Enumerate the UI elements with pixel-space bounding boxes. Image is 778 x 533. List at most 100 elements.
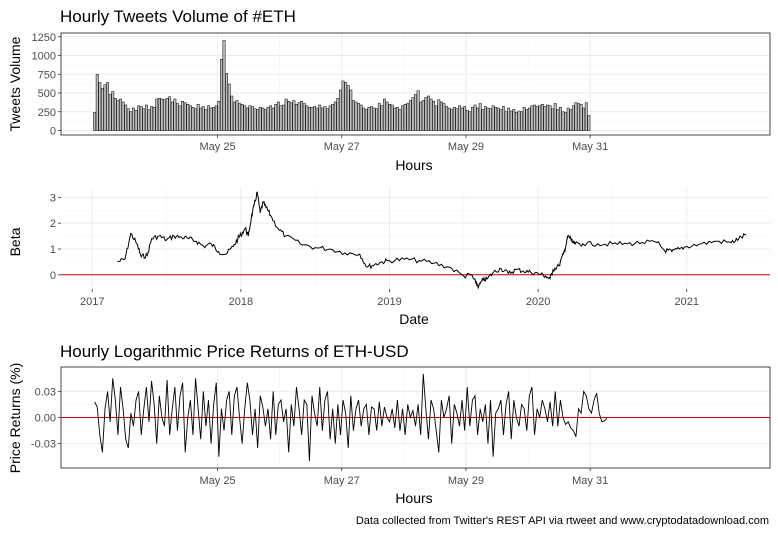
tweet-volume-bar (465, 110, 469, 131)
tweet-volume-bar (520, 111, 524, 131)
tweet-volume-bar (458, 105, 461, 131)
tweet-volume-bar (121, 101, 125, 131)
tweets-volume-y-axis: 0 250 500 750 1000 1250 (32, 32, 61, 138)
tweet-volume-bar (134, 110, 138, 131)
tweet-volume-bar (370, 106, 373, 131)
tweet-volume-bar (119, 98, 122, 131)
tweet-volume-bar (406, 103, 410, 131)
tweet-volume-bar (194, 108, 197, 131)
tweet-volume-bar (155, 98, 159, 131)
y-tick-label: 1250 (32, 32, 56, 44)
tweet-volume-bar (424, 97, 428, 131)
tweet-volume-bar (421, 100, 425, 131)
tweet-volume-bar (543, 106, 547, 131)
tweet-volume-bar (509, 110, 513, 131)
tweet-volume-bar (460, 107, 464, 131)
tweet-volume-bar (276, 101, 280, 131)
tweets-volume-x-axis: May 25 May 27 May 29 May 31 (200, 135, 608, 153)
tweet-volume-bar (486, 107, 490, 131)
tweet-volume-bar (434, 105, 438, 131)
x-tick-label: 2020 (526, 296, 550, 308)
tweet-volume-bar (300, 101, 304, 131)
tweet-volume-bar (201, 106, 205, 131)
tweet-volume-bar (98, 82, 102, 131)
tweet-volume-bar (551, 108, 555, 131)
beta-x-axis-label: Date (399, 311, 429, 327)
tweet-volume-bar (124, 104, 128, 131)
tweet-volume-bar (499, 109, 503, 131)
tweet-volume-bar (103, 84, 107, 131)
tweet-volume-bar (375, 108, 379, 131)
tweet-volume-bar (582, 107, 586, 131)
tweet-volume-bar (173, 98, 177, 131)
y-tick-label: -0.03 (31, 439, 56, 451)
tweet-volume-bar (540, 104, 544, 131)
tweet-volume-bar (401, 105, 404, 131)
tweet-volume-bar (481, 109, 485, 131)
tweet-volume-bar (95, 74, 99, 131)
tweet-volume-bar (411, 97, 415, 131)
tweet-volume-bar (403, 104, 407, 131)
beta-x-axis: 2017 2018 2019 2020 2021 (80, 289, 699, 308)
x-tick-label: 2017 (80, 296, 104, 308)
tweet-volume-bar (471, 107, 474, 131)
beta-y-axis-label: Beta (7, 227, 23, 256)
price-returns-y-axis: -0.03 0.00 0.03 (31, 386, 61, 451)
tweet-volume-bar (274, 104, 278, 131)
y-tick-label: 0 (50, 270, 56, 282)
tweet-volume-bar (318, 104, 322, 131)
tweet-volume-bar (535, 106, 539, 131)
tweet-volume-bar (489, 108, 492, 131)
x-tick-label: 2018 (229, 296, 253, 308)
tweet-volume-bar (282, 104, 285, 131)
tweet-volume-bar (427, 95, 430, 131)
price-returns-x-axis: May 25 May 27 May 29 May 31 (200, 468, 608, 487)
tweet-volume-bar (577, 103, 580, 131)
tweet-volume-bar (328, 105, 332, 131)
tweet-volume-bar (571, 105, 575, 131)
price-returns-x-axis-label: Hours (395, 490, 432, 506)
tweet-volume-bar (496, 107, 500, 131)
tweet-volume-bar (388, 104, 392, 131)
tweet-volume-bar (445, 106, 448, 131)
tweet-volume-bar (362, 107, 366, 131)
tweet-volume-bar (517, 110, 521, 131)
tweet-volume-bar (116, 100, 120, 131)
tweets-volume-title: Hourly Tweets Volume of #ETH (60, 7, 296, 26)
tweet-volume-bar (450, 109, 454, 131)
price-returns-y-axis-label: Price Returns (%) (7, 363, 23, 473)
tweet-volume-bar (227, 83, 231, 131)
x-tick-label: May 27 (324, 141, 360, 153)
tweets-volume-panel-border (60, 32, 771, 136)
tweet-volume-bar (478, 103, 482, 131)
tweet-volume-bar (326, 108, 329, 131)
tweet-volume-bar (491, 105, 495, 131)
data-source-caption: Data collected from Twitter's REST API v… (356, 515, 769, 527)
tweet-volume-bar (349, 89, 353, 131)
tweet-volume-bar (261, 107, 265, 131)
tweet-volume-bar (315, 107, 319, 131)
tweet-volume-bar (279, 105, 283, 131)
tweet-volume-bar (408, 100, 412, 131)
tweet-volume-bar (483, 106, 487, 131)
tweet-volume-bar (419, 101, 423, 131)
tweet-volume-bar (339, 89, 342, 131)
tweet-volume-bar (144, 104, 148, 131)
tweet-volume-bar (196, 104, 200, 131)
tweet-volume-bar (183, 102, 187, 131)
tweet-volume-bar (251, 106, 254, 131)
tweet-volume-bar (525, 109, 529, 131)
tweet-volume-bar (344, 82, 348, 131)
x-tick-label: May 27 (324, 475, 360, 487)
tweet-volume-bar (377, 103, 381, 131)
x-tick-label: May 25 (200, 475, 236, 487)
y-tick-label: 500 (38, 88, 56, 100)
tweet-volume-bar (271, 107, 275, 131)
tweet-volume-bar (359, 104, 363, 131)
tweet-volume-bar (579, 104, 583, 131)
tweet-volume-bar (111, 91, 115, 131)
tweet-volume-bar (209, 107, 213, 131)
tweet-volume-bar (178, 105, 182, 131)
tweet-volume-bar (152, 107, 156, 131)
